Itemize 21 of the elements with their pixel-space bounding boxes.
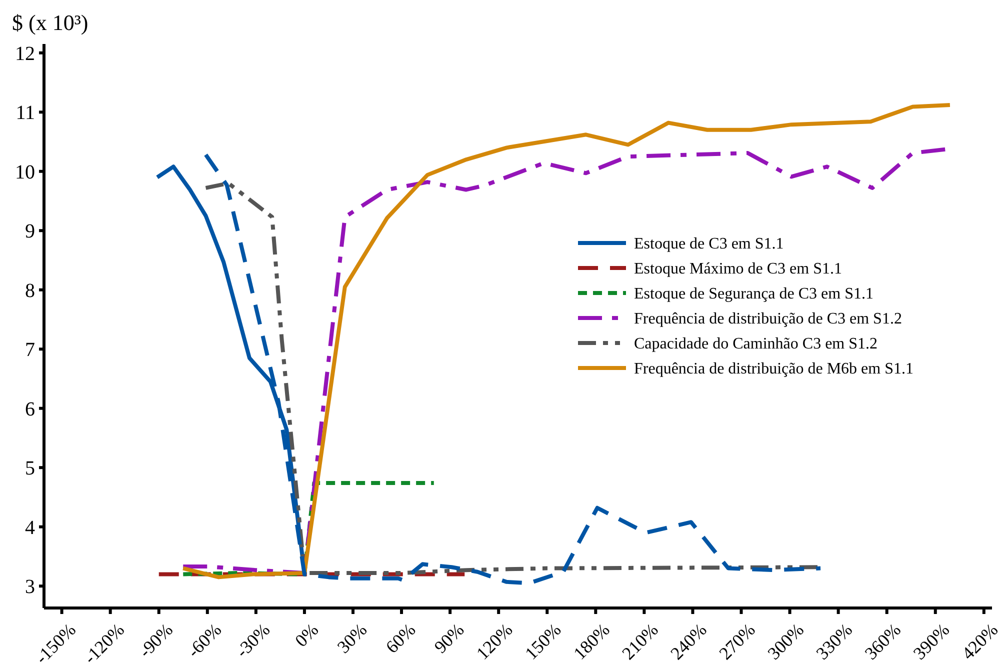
y-tick-label: 7	[25, 339, 35, 362]
legend-label: Estoque Máximo de C3 em S1.1	[634, 260, 842, 278]
y-tick-label: 11	[16, 102, 35, 124]
y-tick-label: 8	[25, 280, 35, 302]
x-tick-label: 90%	[430, 620, 468, 658]
legend-label: Frequência de distribuição de C3 em S1.2	[634, 310, 902, 328]
y-axis-title: $ (x 10³)	[12, 10, 88, 35]
legend-label: Capacidade do Caminhão C3 em S1.2	[634, 336, 878, 353]
y-tick-label: 5	[25, 458, 35, 480]
legend-label: Frequência de distribuição de M6b em S1.1	[634, 360, 914, 378]
legend-label: Estoque de C3 em S1.1	[634, 236, 784, 253]
y-tick-label: 4	[25, 516, 35, 539]
x-tick-label: 60%	[382, 620, 420, 658]
y-tick-label: 10	[15, 161, 35, 184]
x-tick-label: 30%	[333, 620, 371, 658]
legend-label: Estoque de Segurança de C3 em S1.1	[634, 286, 874, 303]
y-tick-label: 12	[15, 42, 35, 65]
y-tick-label: 6	[25, 398, 35, 420]
x-tick-label: 0%	[291, 620, 322, 651]
y-tick-label: 3	[25, 576, 35, 598]
y-tick-label: 9	[25, 220, 35, 243]
